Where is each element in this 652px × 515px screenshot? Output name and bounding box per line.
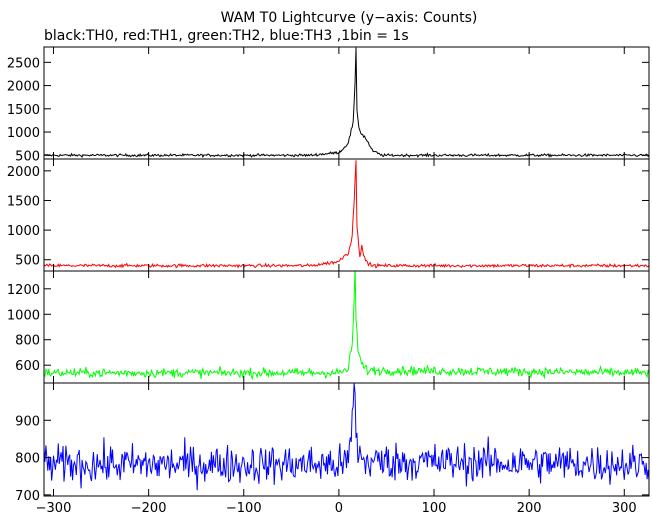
x-tick-label: 100	[422, 501, 447, 515]
x-tick-label: −100	[226, 501, 262, 515]
series-line-th3	[44, 383, 649, 491]
x-tick-label: 200	[517, 501, 542, 515]
y-tick-label: 800	[15, 452, 40, 467]
y-tick-label: 2000	[7, 165, 40, 180]
y-tick-label: 1000	[7, 224, 40, 239]
y-tick-label: 1500	[7, 194, 40, 209]
y-tick-label: 1200	[7, 283, 40, 298]
y-tick-label: 700	[15, 489, 40, 504]
chart-title: WAM T0 Lightcurve (y−axis: Counts)	[221, 10, 478, 26]
panels-layer: 500 1000 1500 2000 2500 500 1000 1500 2000 600 800…	[7, 46, 650, 504]
y-tick-label: 1000	[7, 126, 40, 141]
chart-subtitle: black:TH0, red:TH1, green:TH2, blue:TH3 …	[44, 28, 409, 44]
y-tick-label: 500	[15, 254, 40, 269]
series-line-th2	[44, 271, 649, 381]
x-tick-label: 300	[612, 501, 637, 515]
y-tick-label: 900	[15, 414, 40, 429]
y-tick-label: 1500	[7, 103, 40, 118]
y-tick-label: 500	[15, 149, 40, 164]
panel-frame	[43, 382, 650, 497]
x-tick-label: −200	[131, 501, 167, 515]
x-tick-label: −300	[36, 501, 72, 515]
panel-th2: 600 800 1000 1200	[7, 270, 650, 384]
y-tick-label: 2000	[7, 80, 40, 95]
y-tick-label: 2500	[7, 56, 40, 71]
panel-th3: 700 800 900	[15, 382, 650, 504]
series-line-th1	[44, 160, 649, 269]
x-tick-label: 0	[335, 501, 343, 515]
y-tick-label: 1000	[7, 308, 40, 323]
y-tick-label: 600	[15, 359, 40, 374]
y-tick-label: 800	[15, 334, 40, 349]
x-axis: −300 −200 −100 0 100 200 300	[36, 501, 637, 515]
series-line-th0	[44, 47, 649, 159]
